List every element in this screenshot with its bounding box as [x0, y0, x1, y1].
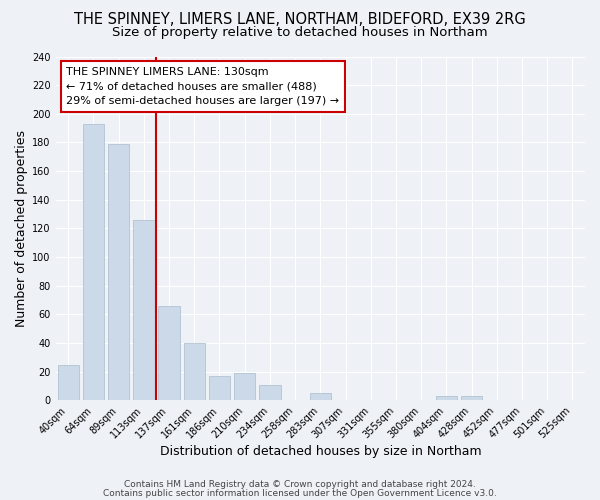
- Bar: [184, 343, 205, 400]
- Text: Size of property relative to detached houses in Northam: Size of property relative to detached ho…: [112, 26, 488, 39]
- Bar: [58, 364, 79, 400]
- Text: Contains HM Land Registry data © Crown copyright and database right 2024.: Contains HM Land Registry data © Crown c…: [124, 480, 476, 489]
- Bar: [158, 306, 180, 400]
- Y-axis label: Number of detached properties: Number of detached properties: [15, 130, 28, 327]
- Bar: [133, 220, 155, 400]
- Text: Contains public sector information licensed under the Open Government Licence v3: Contains public sector information licen…: [103, 488, 497, 498]
- Bar: [209, 376, 230, 400]
- Bar: [310, 394, 331, 400]
- Bar: [234, 373, 256, 400]
- Bar: [83, 124, 104, 400]
- Text: THE SPINNEY LIMERS LANE: 130sqm
← 71% of detached houses are smaller (488)
29% o: THE SPINNEY LIMERS LANE: 130sqm ← 71% of…: [66, 67, 340, 106]
- Bar: [108, 144, 130, 401]
- Text: THE SPINNEY, LIMERS LANE, NORTHAM, BIDEFORD, EX39 2RG: THE SPINNEY, LIMERS LANE, NORTHAM, BIDEF…: [74, 12, 526, 28]
- X-axis label: Distribution of detached houses by size in Northam: Distribution of detached houses by size …: [160, 444, 481, 458]
- Bar: [259, 384, 281, 400]
- Bar: [436, 396, 457, 400]
- Bar: [461, 396, 482, 400]
